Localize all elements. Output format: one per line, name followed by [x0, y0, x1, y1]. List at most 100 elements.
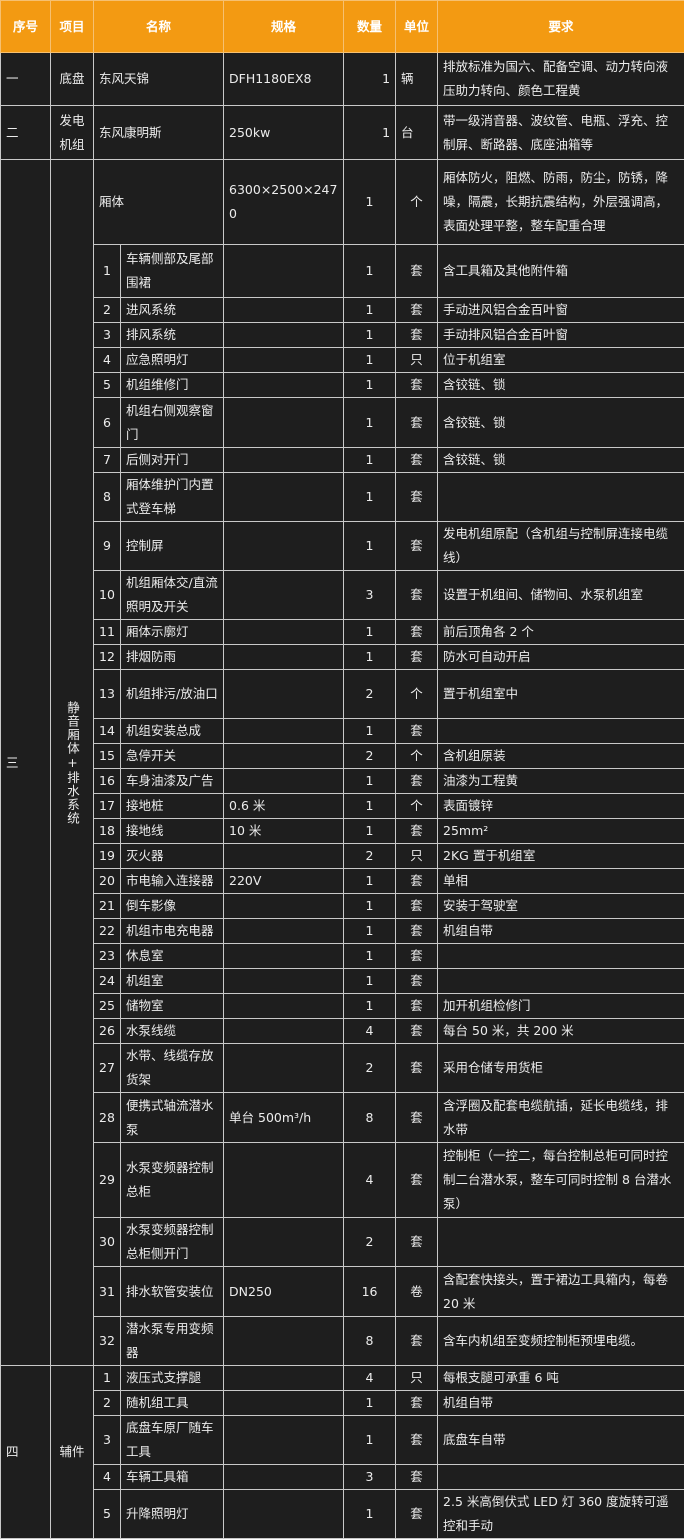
item-unit: 套 — [396, 1416, 438, 1465]
item-spec: 250kw — [224, 106, 344, 160]
item-unit: 只 — [396, 1366, 438, 1391]
item-unit: 套 — [396, 894, 438, 919]
item-spec — [224, 1218, 344, 1267]
sub-number: 18 — [94, 819, 121, 844]
item-name: 水泵变频器控制总柜侧开门 — [121, 1218, 224, 1267]
item-unit: 套 — [396, 1143, 438, 1218]
item-spec — [224, 670, 344, 719]
item-unit: 套 — [396, 571, 438, 620]
item-requirement: 防水可自动开启 — [438, 645, 684, 670]
sub-number: 7 — [94, 448, 121, 473]
item-name: 车辆侧部及尾部围裙 — [121, 245, 224, 298]
sub-number: 31 — [94, 1267, 121, 1317]
item-name: 机组排污/放油口 — [121, 670, 224, 719]
item-quantity: 1 — [344, 994, 396, 1019]
item-requirement: 设置于机组间、储物间、水泵机组室 — [438, 571, 684, 620]
item-quantity: 1 — [344, 448, 396, 473]
item-name: 应急照明灯 — [121, 348, 224, 373]
item-quantity: 1 — [344, 819, 396, 844]
header-qty: 数量 — [344, 1, 396, 53]
item-quantity: 1 — [344, 894, 396, 919]
item-name: 厢体 — [94, 160, 224, 245]
item-spec — [224, 620, 344, 645]
item-quantity: 1 — [344, 398, 396, 448]
section-item: 发电机组 — [51, 106, 94, 160]
sub-number: 9 — [94, 522, 121, 571]
item-name: 机组室 — [121, 969, 224, 994]
sub-number: 1 — [94, 245, 121, 298]
item-spec: 0.6 米 — [224, 794, 344, 819]
item-name: 东风天锦 — [94, 53, 224, 106]
item-unit: 套 — [396, 969, 438, 994]
sub-number: 4 — [94, 348, 121, 373]
sub-number: 20 — [94, 869, 121, 894]
item-name: 车身油漆及广告 — [121, 769, 224, 794]
item-spec — [224, 1391, 344, 1416]
item-name: 厢体维护门内置式登车梯 — [121, 473, 224, 522]
item-spec — [224, 473, 344, 522]
item-requirement: 含工具箱及其他附件箱 — [438, 245, 684, 298]
item-quantity: 2 — [344, 844, 396, 869]
item-name: 厢体示廓灯 — [121, 620, 224, 645]
item-requirement: 安装于驾驶室 — [438, 894, 684, 919]
sub-number: 28 — [94, 1093, 121, 1143]
item-spec — [224, 944, 344, 969]
sub-number: 24 — [94, 969, 121, 994]
item-quantity: 1 — [344, 719, 396, 744]
item-spec — [224, 398, 344, 448]
item-requirement: 机组自带 — [438, 1391, 684, 1416]
item-spec — [224, 373, 344, 398]
section-item-label: 发电机组 — [56, 109, 88, 157]
item-requirement — [438, 969, 684, 994]
sub-number: 12 — [94, 645, 121, 670]
section-item: 底盘 — [51, 53, 94, 106]
item-unit: 套 — [396, 298, 438, 323]
item-spec — [224, 1317, 344, 1366]
item-spec — [224, 919, 344, 944]
sub-number: 2 — [94, 1391, 121, 1416]
item-quantity: 2 — [344, 1044, 396, 1093]
item-spec — [224, 894, 344, 919]
item-requirement: 加开机组检修门 — [438, 994, 684, 1019]
item-spec — [224, 522, 344, 571]
item-quantity: 1 — [344, 944, 396, 969]
item-requirement: 2KG 置于机组室 — [438, 844, 684, 869]
sub-number: 6 — [94, 398, 121, 448]
item-requirement: 25mm² — [438, 819, 684, 844]
item-unit: 卷 — [396, 1267, 438, 1317]
item-quantity: 1 — [344, 373, 396, 398]
item-name: 车辆工具箱 — [121, 1465, 224, 1490]
item-quantity: 1 — [344, 869, 396, 894]
section-item: 静音厢体+排水系统 — [51, 160, 94, 1366]
item-spec — [224, 1465, 344, 1490]
item-spec — [224, 1490, 344, 1539]
item-spec — [224, 348, 344, 373]
header-unit: 单位 — [396, 1, 438, 53]
item-quantity: 3 — [344, 1465, 396, 1490]
item-requirement: 带一级消音器、波纹管、电瓶、浮充、控制屏、断路器、底座油箱等 — [438, 106, 684, 160]
item-name: 水带、线缆存放货架 — [121, 1044, 224, 1093]
item-quantity: 1 — [344, 348, 396, 373]
item-name: 水泵线缆 — [121, 1019, 224, 1044]
item-spec: 单台 500m³/h — [224, 1093, 344, 1143]
item-spec — [224, 1044, 344, 1093]
item-unit: 套 — [396, 323, 438, 348]
item-name: 水泵变频器控制总柜 — [121, 1143, 224, 1218]
item-quantity: 1 — [344, 106, 396, 160]
sub-number: 3 — [94, 323, 121, 348]
item-requirement: 含机组原装 — [438, 744, 684, 769]
